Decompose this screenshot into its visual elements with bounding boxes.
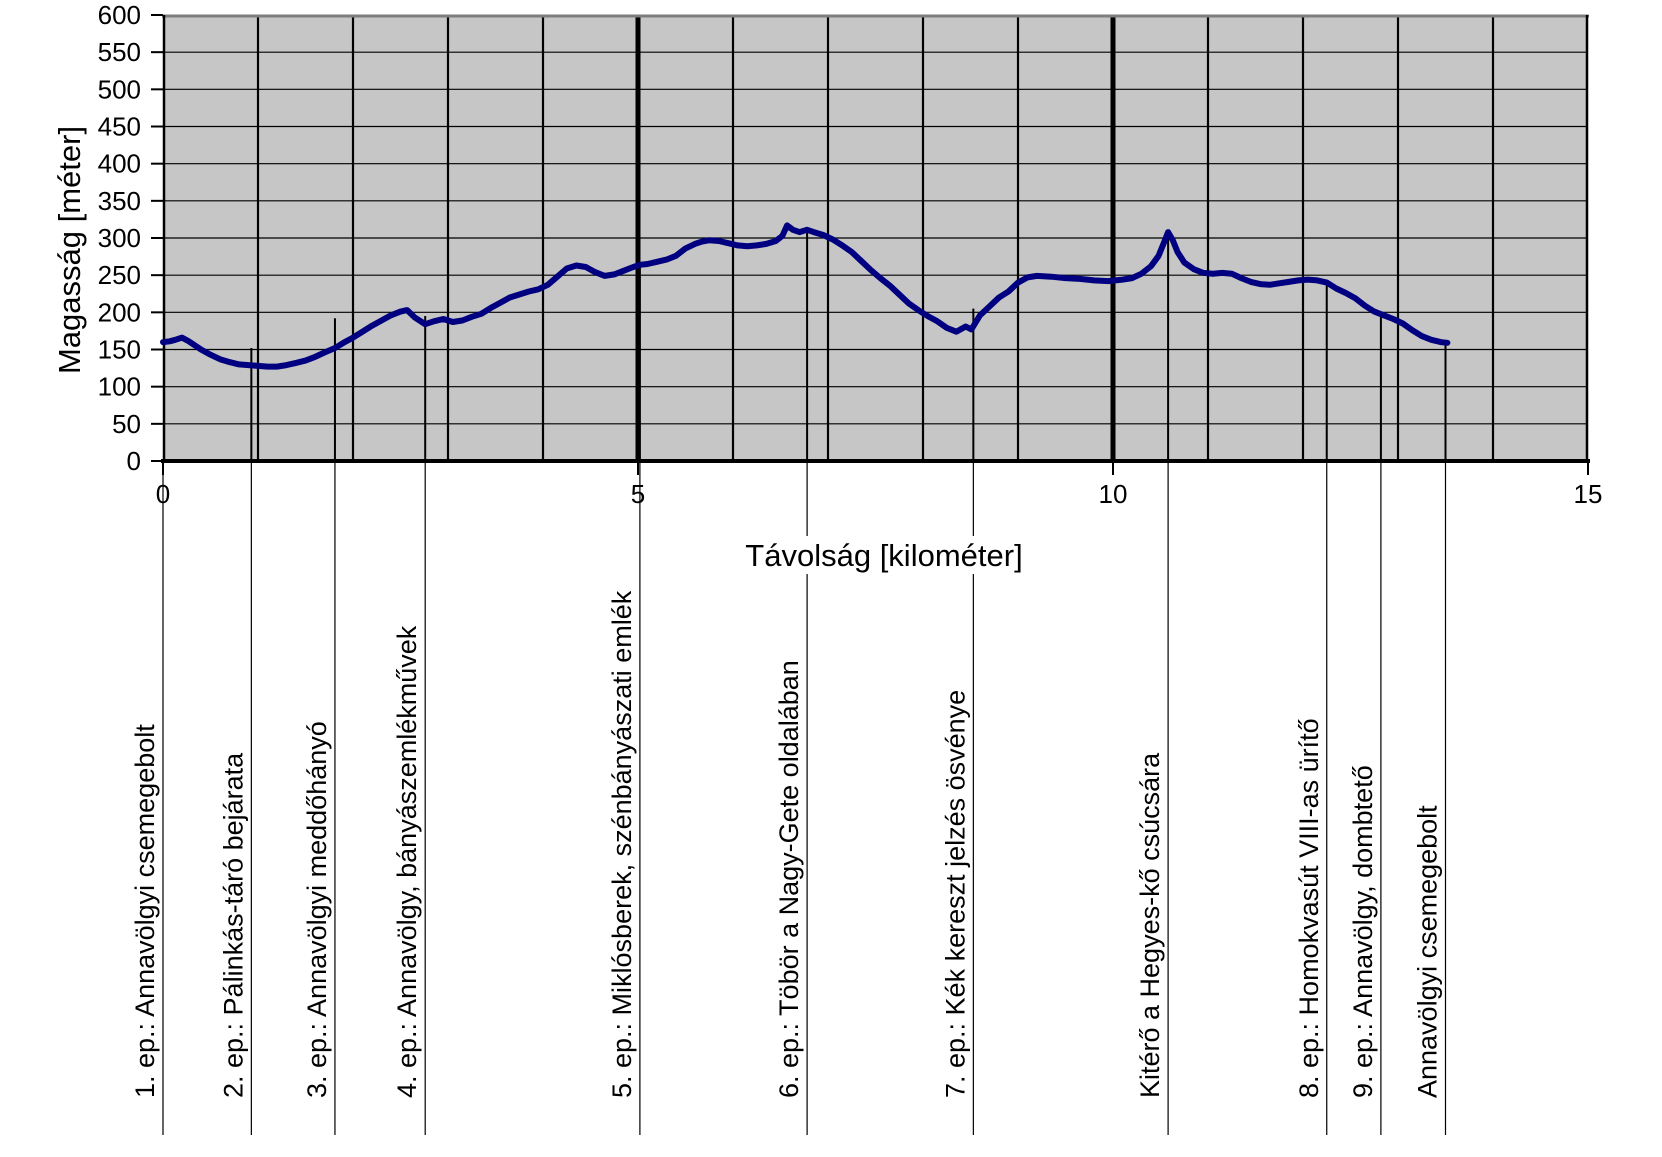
- y-axis-tick-label: 150: [98, 335, 141, 365]
- x-axis-title-bg: [752, 536, 1016, 574]
- x-axis-tick-label: 5: [631, 479, 645, 509]
- y-axis-tick-label: 450: [98, 112, 141, 142]
- x-axis-tick-label: 15: [1574, 479, 1603, 509]
- x-axis-tick-label: 10: [1099, 479, 1128, 509]
- y-axis-tick-label: 200: [98, 297, 141, 327]
- x-axis-tick-label: 0: [156, 479, 170, 509]
- waypoint-label: 4. ep.: Annavölgy, bányászemlékművek: [392, 625, 422, 1098]
- y-axis-tick-label: 600: [98, 0, 141, 30]
- waypoint-label: 5. ep.: Miklósberek, szénbányászati emlé…: [607, 590, 637, 1098]
- y-axis-tick-label: 250: [98, 260, 141, 290]
- waypoint-label: 1. ep.: Annavölgyi csemegebolt: [130, 724, 160, 1098]
- elevation-line: [160, 222, 1451, 370]
- y-axis-tick-label: 550: [98, 37, 141, 67]
- y-axis-tick-label: 100: [98, 372, 141, 402]
- y-axis-tick-label: 350: [98, 186, 141, 216]
- waypoint-label: Annavölgyi csemegebolt: [1413, 805, 1443, 1098]
- y-axis-tick-label: 0: [127, 446, 141, 476]
- y-axis-tick-label: 400: [98, 149, 141, 179]
- waypoint-label: Kitérő a Hegyes-kő csúcsára: [1135, 752, 1165, 1098]
- waypoint-label: 8. ep.: Homokvasút VIII-as ürítő: [1294, 718, 1324, 1098]
- y-axis-title: Magasság [méter]: [52, 126, 87, 374]
- x-axis-title: Távolság [kilométer]: [745, 538, 1022, 573]
- waypoint-label: 2. ep.: Pálinkás-táró bejárata: [218, 752, 248, 1098]
- y-axis-tick-label: 500: [98, 74, 141, 104]
- y-axis-tick-label: 50: [112, 409, 141, 439]
- waypoint-label: 9. ep.: Annavölgy, dombtető: [1348, 765, 1378, 1098]
- waypoint-label: 3. ep.: Annavölgyi meddőhányó: [302, 721, 332, 1098]
- y-axis-tick-label: 300: [98, 223, 141, 253]
- waypoint-label: 6. ep.: Töbör a Nagy-Gete oldalában: [774, 660, 804, 1098]
- waypoint-label: 7. ep.: Kék kereszt jelzés ösvénye: [940, 690, 970, 1098]
